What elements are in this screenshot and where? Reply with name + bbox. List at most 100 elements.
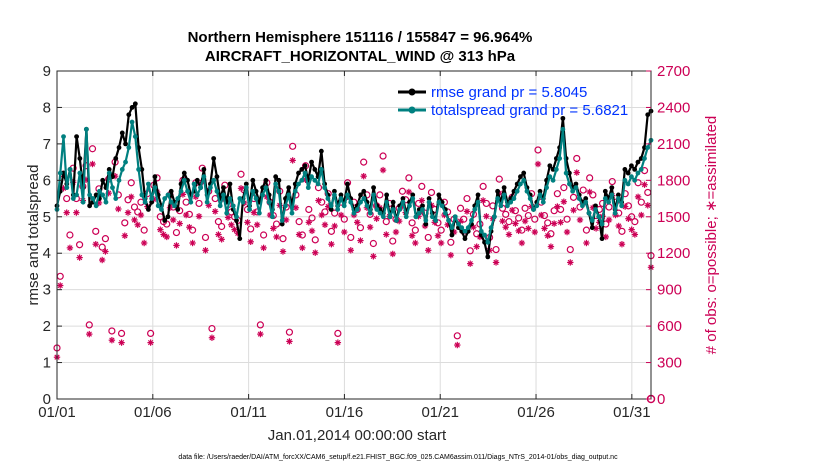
rmse-point <box>485 254 491 260</box>
rmse-point <box>152 174 158 180</box>
totalspread-point <box>599 221 605 227</box>
obs-assimilated-marker <box>437 239 445 247</box>
obs-possible-marker <box>437 226 445 234</box>
asterisk-stroke <box>583 240 590 246</box>
asterisk-stroke <box>390 251 396 257</box>
totalspread-point <box>211 177 217 183</box>
totalspread-point <box>501 192 507 198</box>
asterisk-stroke <box>118 339 125 346</box>
totalspread-point <box>70 196 76 201</box>
obs-assimilated-marker <box>315 197 322 204</box>
obs-possible-marker <box>305 205 313 214</box>
asterisk-stroke <box>538 212 544 218</box>
obs-possible-marker <box>117 329 126 337</box>
obs-assimilated-marker <box>121 232 128 239</box>
totalspread-point <box>240 199 246 205</box>
asterisk-stroke <box>328 241 335 247</box>
obs-possible-marker <box>108 327 116 335</box>
rmse-point <box>145 207 151 212</box>
totalspread-point <box>423 218 429 223</box>
asterisk-stroke <box>406 189 412 195</box>
totalspread-point <box>315 181 321 187</box>
totalspread-point <box>498 203 504 209</box>
rmse-point <box>495 188 501 194</box>
obs-assimilated-marker <box>163 233 170 241</box>
obs-possible-marker <box>456 204 465 212</box>
asterisk-stroke <box>215 231 222 238</box>
totalspread-point <box>380 214 386 220</box>
rmse-point <box>116 145 122 150</box>
asterisk-stroke <box>280 248 286 255</box>
obs-possible-marker <box>463 194 471 203</box>
asterisk-stroke <box>89 161 96 167</box>
obs-assimilated-marker <box>334 339 342 346</box>
y-right-tick-label: 2400 <box>657 99 690 116</box>
obs-possible-marker <box>369 239 377 248</box>
asterisk-stroke <box>147 339 154 346</box>
totalspread-point <box>299 177 305 183</box>
rmse-point <box>201 167 207 172</box>
totalspread-point <box>429 214 435 220</box>
rmse-point <box>296 170 301 176</box>
obs-assimilated-marker <box>512 220 519 227</box>
totalspread-point <box>247 207 252 212</box>
totalspread-point <box>207 185 213 191</box>
rmse-point <box>211 156 217 161</box>
obs-possible-marker <box>195 199 203 208</box>
totalspread-point <box>593 207 598 212</box>
asterisk-stroke <box>619 241 625 247</box>
obs-assimilated-marker <box>570 207 577 214</box>
rmse-point <box>74 134 79 140</box>
asterisk-stroke <box>454 342 460 348</box>
obs-assimilated-marker <box>270 225 277 232</box>
plot-area <box>57 71 651 399</box>
obs-possible-marker <box>237 170 245 178</box>
x-tick-label: 01/21 <box>421 404 459 421</box>
asterisk-stroke <box>638 212 644 218</box>
obs-assimilated-marker <box>308 227 316 235</box>
asterisk-stroke <box>464 208 470 215</box>
obs-possible-marker <box>479 182 487 191</box>
totalspread-point <box>106 170 112 176</box>
obs-possible-marker <box>172 228 181 237</box>
obs-possible-marker <box>147 329 155 337</box>
totalspread-point <box>586 210 592 216</box>
rmse-point <box>599 236 605 242</box>
rmse-point <box>449 232 455 238</box>
obs-assimilated-marker <box>354 219 361 226</box>
totalspread-point <box>221 192 226 198</box>
asterisk-stroke <box>322 222 328 228</box>
totalspread-point <box>420 207 425 212</box>
obs-assimilated-marker <box>295 231 303 238</box>
asterisk-stroke <box>557 219 564 226</box>
totalspread-point <box>159 207 164 212</box>
obs-assimilated-marker <box>173 242 180 249</box>
totalspread-point <box>77 170 83 176</box>
obs-possible-marker <box>586 174 594 182</box>
obs-assimilated-marker <box>215 231 222 238</box>
totalspread-point <box>162 196 168 201</box>
y-right-tick-label: 900 <box>657 282 682 299</box>
totalspread-point <box>514 188 520 194</box>
obs-assimilated-marker <box>331 222 338 230</box>
rmse-point <box>573 181 579 187</box>
totalspread-point <box>550 177 556 183</box>
totalspread-point <box>478 228 484 234</box>
obs-possible-marker <box>418 182 426 191</box>
asterisk-stroke <box>289 157 296 164</box>
asterisk-stroke <box>367 224 373 230</box>
y-axis-label-right: # of obs: o=possible; ∗=assimilated <box>703 116 720 355</box>
asterisk-stroke <box>273 234 280 240</box>
totalspread-point <box>534 203 540 209</box>
asterisk-stroke <box>474 243 480 250</box>
asterisk-stroke <box>86 331 92 337</box>
totalspread-point <box>61 134 66 140</box>
totalspread-point <box>119 167 125 172</box>
totalspread-point <box>576 196 582 201</box>
totalspread-point <box>341 203 347 209</box>
rmse-point <box>312 167 318 172</box>
obs-assimilated-marker <box>108 336 116 344</box>
obs-possible-marker <box>453 332 461 340</box>
totalspread-point <box>64 185 70 191</box>
obs-assimilated-marker <box>618 241 626 248</box>
